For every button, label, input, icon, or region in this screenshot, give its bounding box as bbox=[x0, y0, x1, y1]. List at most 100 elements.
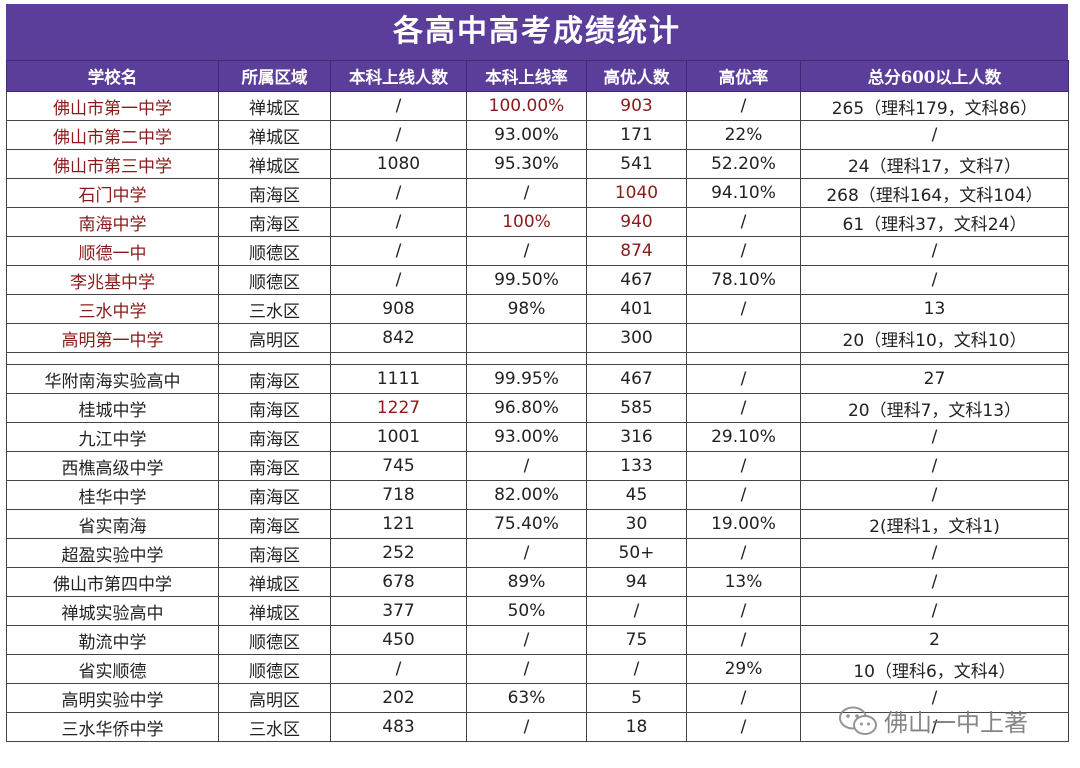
excellent-count-cell: 133 bbox=[586, 451, 687, 481]
score-600-cell: / bbox=[800, 120, 1069, 150]
undergrad-rate-cell: 99.95% bbox=[466, 364, 587, 394]
undergrad-count-cell: 908 bbox=[330, 294, 467, 324]
district-cell: 高明区 bbox=[218, 683, 331, 713]
undergrad-rate-cell: / bbox=[466, 451, 587, 481]
table-row: 华附南海实验高中 南海区 1111 99.95% 467/27 bbox=[6, 364, 1069, 394]
header-district: 所属区域 bbox=[218, 60, 331, 92]
district-cell: 南海区 bbox=[218, 207, 331, 237]
undergrad-rate-cell: 98% bbox=[466, 294, 587, 324]
district-cell: 南海区 bbox=[218, 451, 331, 481]
undergrad-count-cell: 842 bbox=[330, 323, 467, 353]
score-600-cell: / bbox=[800, 480, 1069, 510]
excellent-count-cell: 171 bbox=[586, 120, 687, 150]
district-cell: 南海区 bbox=[218, 178, 331, 208]
score-600-cell: / bbox=[800, 236, 1069, 266]
score-600-cell: / bbox=[800, 683, 1069, 713]
excellent-count-cell: 316 bbox=[586, 422, 687, 452]
undergrad-count-cell: 252 bbox=[330, 538, 467, 568]
excellent-count-cell: 940 bbox=[586, 207, 687, 237]
school-cell: 三水华侨中学 bbox=[6, 712, 219, 742]
excellent-rate-cell: 22% bbox=[686, 120, 801, 150]
district-cell: 禅城区 bbox=[218, 567, 331, 597]
excellent-count-cell: 18 bbox=[586, 712, 687, 742]
table-row: 顺德一中 顺德区 //874// bbox=[6, 236, 1069, 266]
score-600-cell: / bbox=[800, 596, 1069, 626]
excellent-count-cell: 401 bbox=[586, 294, 687, 324]
header-undergrad-rate: 本科上线率 bbox=[466, 60, 587, 92]
undergrad-count-cell: 202 bbox=[330, 683, 467, 713]
district-cell: 禅城区 bbox=[218, 91, 331, 121]
table-row: 省实顺德 顺德区 / //29% 10（理科6，文科4） bbox=[6, 654, 1069, 684]
undergrad-rate-cell: 93.00% bbox=[466, 422, 587, 452]
district-cell: 顺德区 bbox=[218, 236, 331, 266]
district-cell: 南海区 bbox=[218, 422, 331, 452]
excellent-count-cell: 903 bbox=[586, 91, 687, 121]
excellent-count-cell: 5 bbox=[586, 683, 687, 713]
score-600-cell: / bbox=[800, 567, 1069, 597]
score-600-cell: 268（理科164，文科104） bbox=[800, 178, 1069, 208]
undergrad-rate-cell: 93.00% bbox=[466, 120, 587, 150]
undergrad-count-cell: / bbox=[330, 207, 467, 237]
excellent-rate-cell: 29% bbox=[686, 654, 801, 684]
scores-table: 学校名 所属区域 本科上线人数 本科上线率 高优人数 高优率 总分600以上人数… bbox=[6, 60, 1069, 742]
score-600-cell: 24（理科17，文科7） bbox=[800, 149, 1069, 179]
district-cell: 禅城区 bbox=[218, 149, 331, 179]
score-600-cell: / bbox=[800, 422, 1069, 452]
excellent-count-cell: 541 bbox=[586, 149, 687, 179]
excellent-rate-cell: / bbox=[686, 451, 801, 481]
excellent-count-cell: 874 bbox=[586, 236, 687, 266]
school-cell: 九江中学 bbox=[6, 422, 219, 452]
excellent-rate-cell: / bbox=[686, 538, 801, 568]
undergrad-rate-cell: 75.40% bbox=[466, 509, 587, 539]
wechat-icon bbox=[839, 706, 877, 735]
undergrad-rate-cell: 63% bbox=[466, 683, 587, 713]
separator-cell bbox=[218, 352, 331, 365]
table-row: 高明第一中学 高明区 842 300 20（理科10，文科10） bbox=[6, 323, 1069, 353]
separator-cell bbox=[6, 352, 219, 365]
undergrad-rate-cell bbox=[466, 323, 587, 353]
table-row: 九江中学 南海区 1001 93.00% 316 29.10% / bbox=[6, 422, 1069, 452]
excellent-count-cell: / bbox=[586, 596, 687, 626]
watermark: 佛山一中上著 bbox=[838, 703, 1028, 738]
undergrad-count-cell: 483 bbox=[330, 712, 467, 742]
undergrad-count-cell: 745 bbox=[330, 451, 467, 481]
district-cell: 三水区 bbox=[218, 712, 331, 742]
undergrad-count-cell: 450 bbox=[330, 625, 467, 655]
undergrad-count-cell: / bbox=[330, 654, 467, 684]
undergrad-count-cell: 1080 bbox=[330, 149, 467, 179]
excellent-rate-cell bbox=[686, 323, 801, 353]
undergrad-rate-cell: / bbox=[466, 538, 587, 568]
undergrad-count-cell: 678 bbox=[330, 567, 467, 597]
score-600-cell: 10（理科6，文科4） bbox=[800, 654, 1069, 684]
score-600-cell: / bbox=[800, 712, 1069, 742]
table-body: 佛山市第一中学 禅城区/100.00% 903/265（理科179，文科86） 佛山市… bbox=[6, 91, 1069, 742]
score-600-cell: 13 bbox=[800, 294, 1069, 324]
excellent-rate-cell: / bbox=[686, 393, 801, 423]
score-600-cell: 2 bbox=[800, 625, 1069, 655]
school-cell: 西樵高级中学 bbox=[6, 451, 219, 481]
score-600-cell: 2(理科1，文科1) bbox=[800, 509, 1069, 539]
excellent-rate-cell: / bbox=[686, 480, 801, 510]
excellent-rate-cell: / bbox=[686, 207, 801, 237]
undergrad-count-cell: 377 bbox=[330, 596, 467, 626]
excellent-rate-cell: / bbox=[686, 364, 801, 394]
score-600-cell: 61（理科37，文科24） bbox=[800, 207, 1069, 237]
table-row: 佛山市第一中学 禅城区/100.00% 903/265（理科179，文科86） bbox=[6, 91, 1069, 121]
table-row: 南海中学 南海区/100% 940/61（理科37，文科24） bbox=[6, 207, 1069, 237]
excellent-rate-cell: / bbox=[686, 625, 801, 655]
table-row: 省实南海 南海区 121 75.40% 30 19.00% 2(理科1，文科1) bbox=[6, 509, 1069, 539]
excellent-rate-cell: / bbox=[686, 294, 801, 324]
excellent-rate-cell: / bbox=[686, 712, 801, 742]
undergrad-rate-cell: 89% bbox=[466, 567, 587, 597]
excellent-count-cell: 50+ bbox=[586, 538, 687, 568]
table-row: 桂华中学 南海区 718 82.00% 45// bbox=[6, 480, 1069, 510]
table-row: 勒流中学 顺德区 450/75/2 bbox=[6, 625, 1069, 655]
undergrad-count-cell: / bbox=[330, 236, 467, 266]
school-cell: 高明第一中学 bbox=[6, 323, 219, 353]
undergrad-count-cell: 1227 bbox=[330, 393, 467, 423]
undergrad-rate-cell: 100% bbox=[466, 207, 587, 237]
separator-cell bbox=[466, 352, 587, 365]
excellent-count-cell: 467 bbox=[586, 265, 687, 295]
undergrad-count-cell: / bbox=[330, 265, 467, 295]
excellent-count-cell: / bbox=[586, 654, 687, 684]
